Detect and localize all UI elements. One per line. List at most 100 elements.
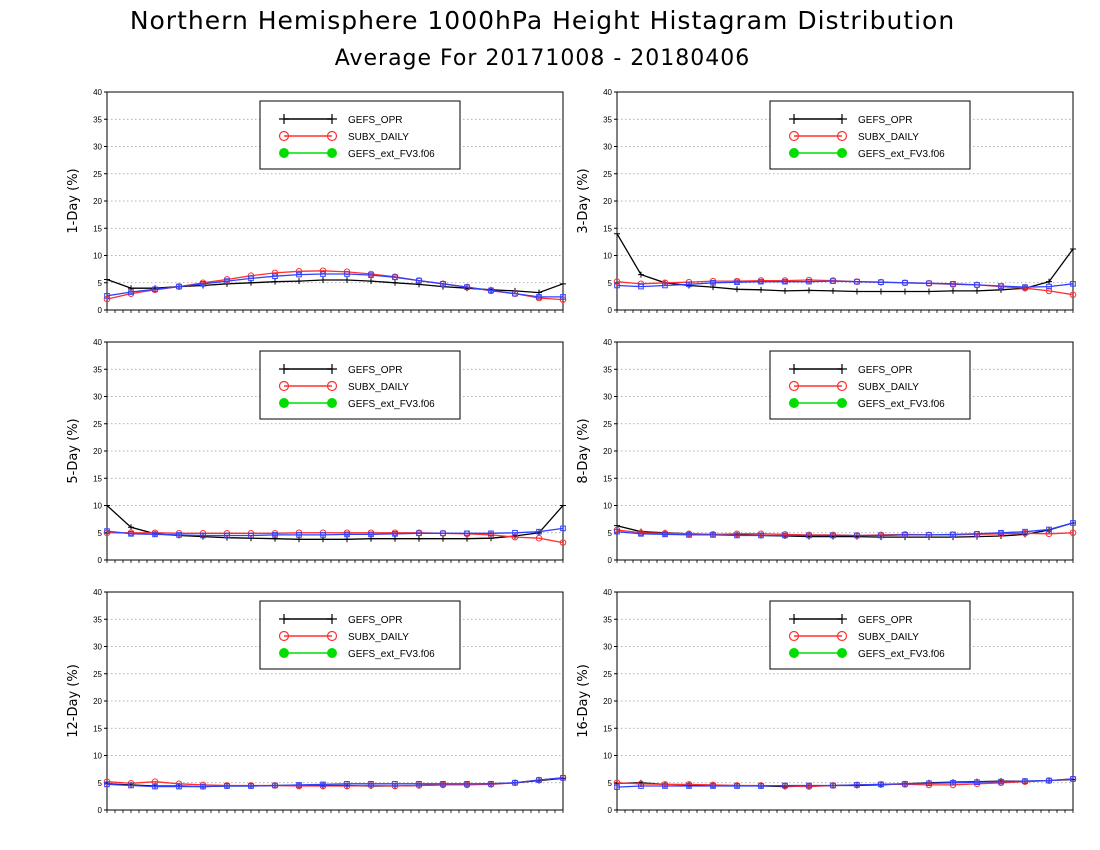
data-point [1046,777,1052,784]
data-point [200,281,206,287]
y-tick-label: 35 [93,615,102,624]
legend: GEFS_OPR SUBX_DAILY GEFS_ext_FV3.f06 [259,600,461,670]
data-point [152,531,158,538]
y-axis-label: 8-Day (%) [576,418,591,483]
data-point [902,288,908,295]
panel-6: 0 5 10 15 20 25 30 35 40 16-Day (%) GEFS_OPR SUBX_D… [576,588,1077,815]
data-point [320,271,326,277]
data-point [511,533,519,541]
data-point [686,783,692,789]
y-tick-label: 10 [93,502,102,511]
legend-marker [327,364,337,374]
data-point [128,531,134,537]
data-point [272,278,278,285]
legend-marker [837,364,847,374]
data-point [782,782,788,789]
data-point [128,289,134,295]
y-tick-label: 25 [603,420,612,429]
data-point [806,782,812,789]
data-point [224,278,230,284]
y-tick-label: 30 [93,643,102,652]
chart-subtitle: Average For 20171008 - 20180406 [334,46,751,71]
y-tick-label: 40 [93,88,102,97]
data-point [152,783,158,790]
data-point [224,532,230,539]
data-point [638,283,644,290]
legend-label: GEFS_OPR [858,615,912,626]
data-point [758,286,764,293]
y-tick-label: 10 [603,752,612,761]
legend-marker [327,648,337,658]
legend-box [769,600,971,670]
legend-marker [326,380,338,392]
y-tick-label: 10 [93,752,102,761]
data-point [320,532,326,538]
data-point [320,277,326,284]
legend-label: GEFS_OPR [858,365,912,376]
plot-frame [106,591,564,811]
y-tick-label: 30 [603,393,612,402]
data-point [416,277,422,284]
legend-marker [279,398,289,408]
plot-frame [616,591,1074,811]
legend-label: SUBX_DAILY [348,632,409,643]
data-point [734,532,740,539]
y-tick-label: 20 [93,697,102,706]
data-point [560,775,566,781]
data-point [974,531,980,537]
y-tick-label: 40 [93,338,102,347]
y-tick-label: 40 [603,88,612,97]
series-line-2 [106,273,563,298]
data-point [614,784,620,790]
data-point [176,283,182,290]
data-point [440,530,446,537]
data-point [854,288,860,295]
data-point [416,781,422,787]
data-point [1022,778,1028,784]
y-tick-label: 15 [603,724,612,733]
legend-marker [837,614,847,624]
data-point [878,532,884,539]
panel-4: 0 5 10 15 20 25 30 35 40 8-Day (%) GEFS_OPR SUBX_DA… [576,338,1077,565]
data-point [368,781,374,787]
legend-marker [836,130,848,142]
y-tick-label: 5 [98,529,103,538]
data-point [638,271,644,278]
data-point [200,783,206,790]
data-point [199,781,207,789]
data-point [950,531,956,538]
legend-marker [327,398,337,408]
data-point [1046,526,1052,533]
data-point [560,294,566,300]
y-tick-label: 30 [93,393,102,402]
data-point [560,525,566,532]
legend: GEFS_OPR SUBX_DAILY GEFS_ext_FV3.f06 [769,600,971,670]
legend-label: SUBX_DAILY [348,382,409,393]
data-point [128,524,134,531]
data-point [734,279,740,286]
data-point [1022,528,1028,535]
data-point [662,282,668,289]
data-point [344,536,350,543]
y-tick-label: 20 [603,447,612,456]
legend-marker [327,148,337,158]
y-tick-label: 35 [603,115,612,124]
legend-label: GEFS_ext_FV3.f06 [858,399,945,410]
legend-label: GEFS_OPR [348,115,402,126]
legend-label: GEFS_ext_FV3.f06 [858,149,945,160]
y-tick-label: 25 [603,170,612,179]
series-line-1 [616,279,1074,296]
legend-box [259,600,461,670]
data-point [662,783,668,789]
data-point [614,282,620,289]
data-point [104,293,110,299]
plot-frame [616,91,1074,311]
data-point [392,781,398,787]
data-point [758,278,764,285]
data-point [1070,520,1076,526]
legend-marker [278,630,290,642]
data-point [614,230,620,237]
data-point [998,778,1004,785]
data-point [1022,284,1028,290]
data-point [248,532,254,539]
